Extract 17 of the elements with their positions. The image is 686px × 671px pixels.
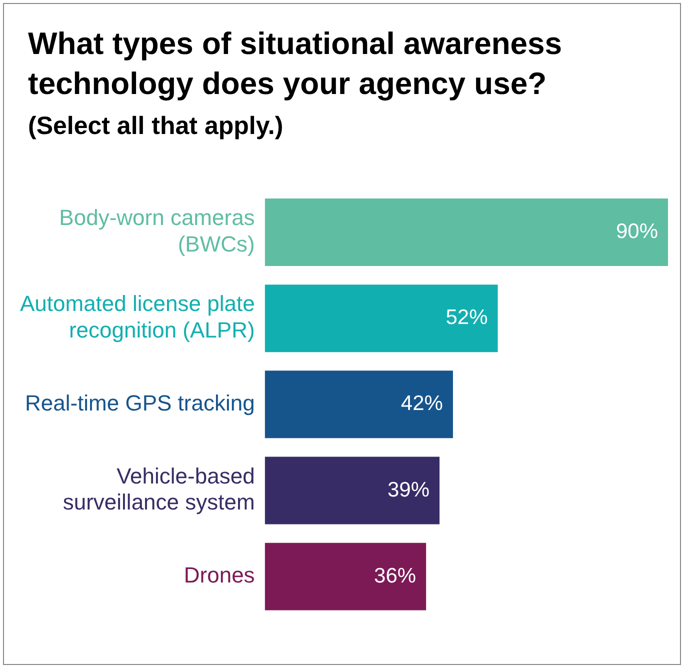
y-tick-label: Vehicle-based surveillance system — [62, 463, 255, 515]
data-label: 52% — [446, 306, 488, 330]
bar — [264, 542, 426, 610]
data-label: 42% — [400, 392, 443, 416]
bar — [264, 198, 668, 266]
y-tick-label: Automated license plate recognition (ALPR) — [20, 291, 255, 343]
chart-title: What types of situational awareness technology does your agency use? — [28, 25, 564, 103]
chart-subtitle: (Select all that apply.) — [28, 112, 284, 141]
data-label: 39% — [387, 478, 430, 502]
bar — [264, 456, 440, 524]
bar — [264, 370, 453, 438]
data-label: 90% — [616, 220, 658, 244]
data-label: 36% — [374, 564, 416, 588]
y-tick-label: Drones — [184, 562, 255, 588]
bar — [264, 284, 498, 352]
y-tick-label: Real-time GPS tracking — [24, 390, 255, 416]
y-tick-label: Body-worn cameras (BWCs) — [59, 205, 255, 257]
